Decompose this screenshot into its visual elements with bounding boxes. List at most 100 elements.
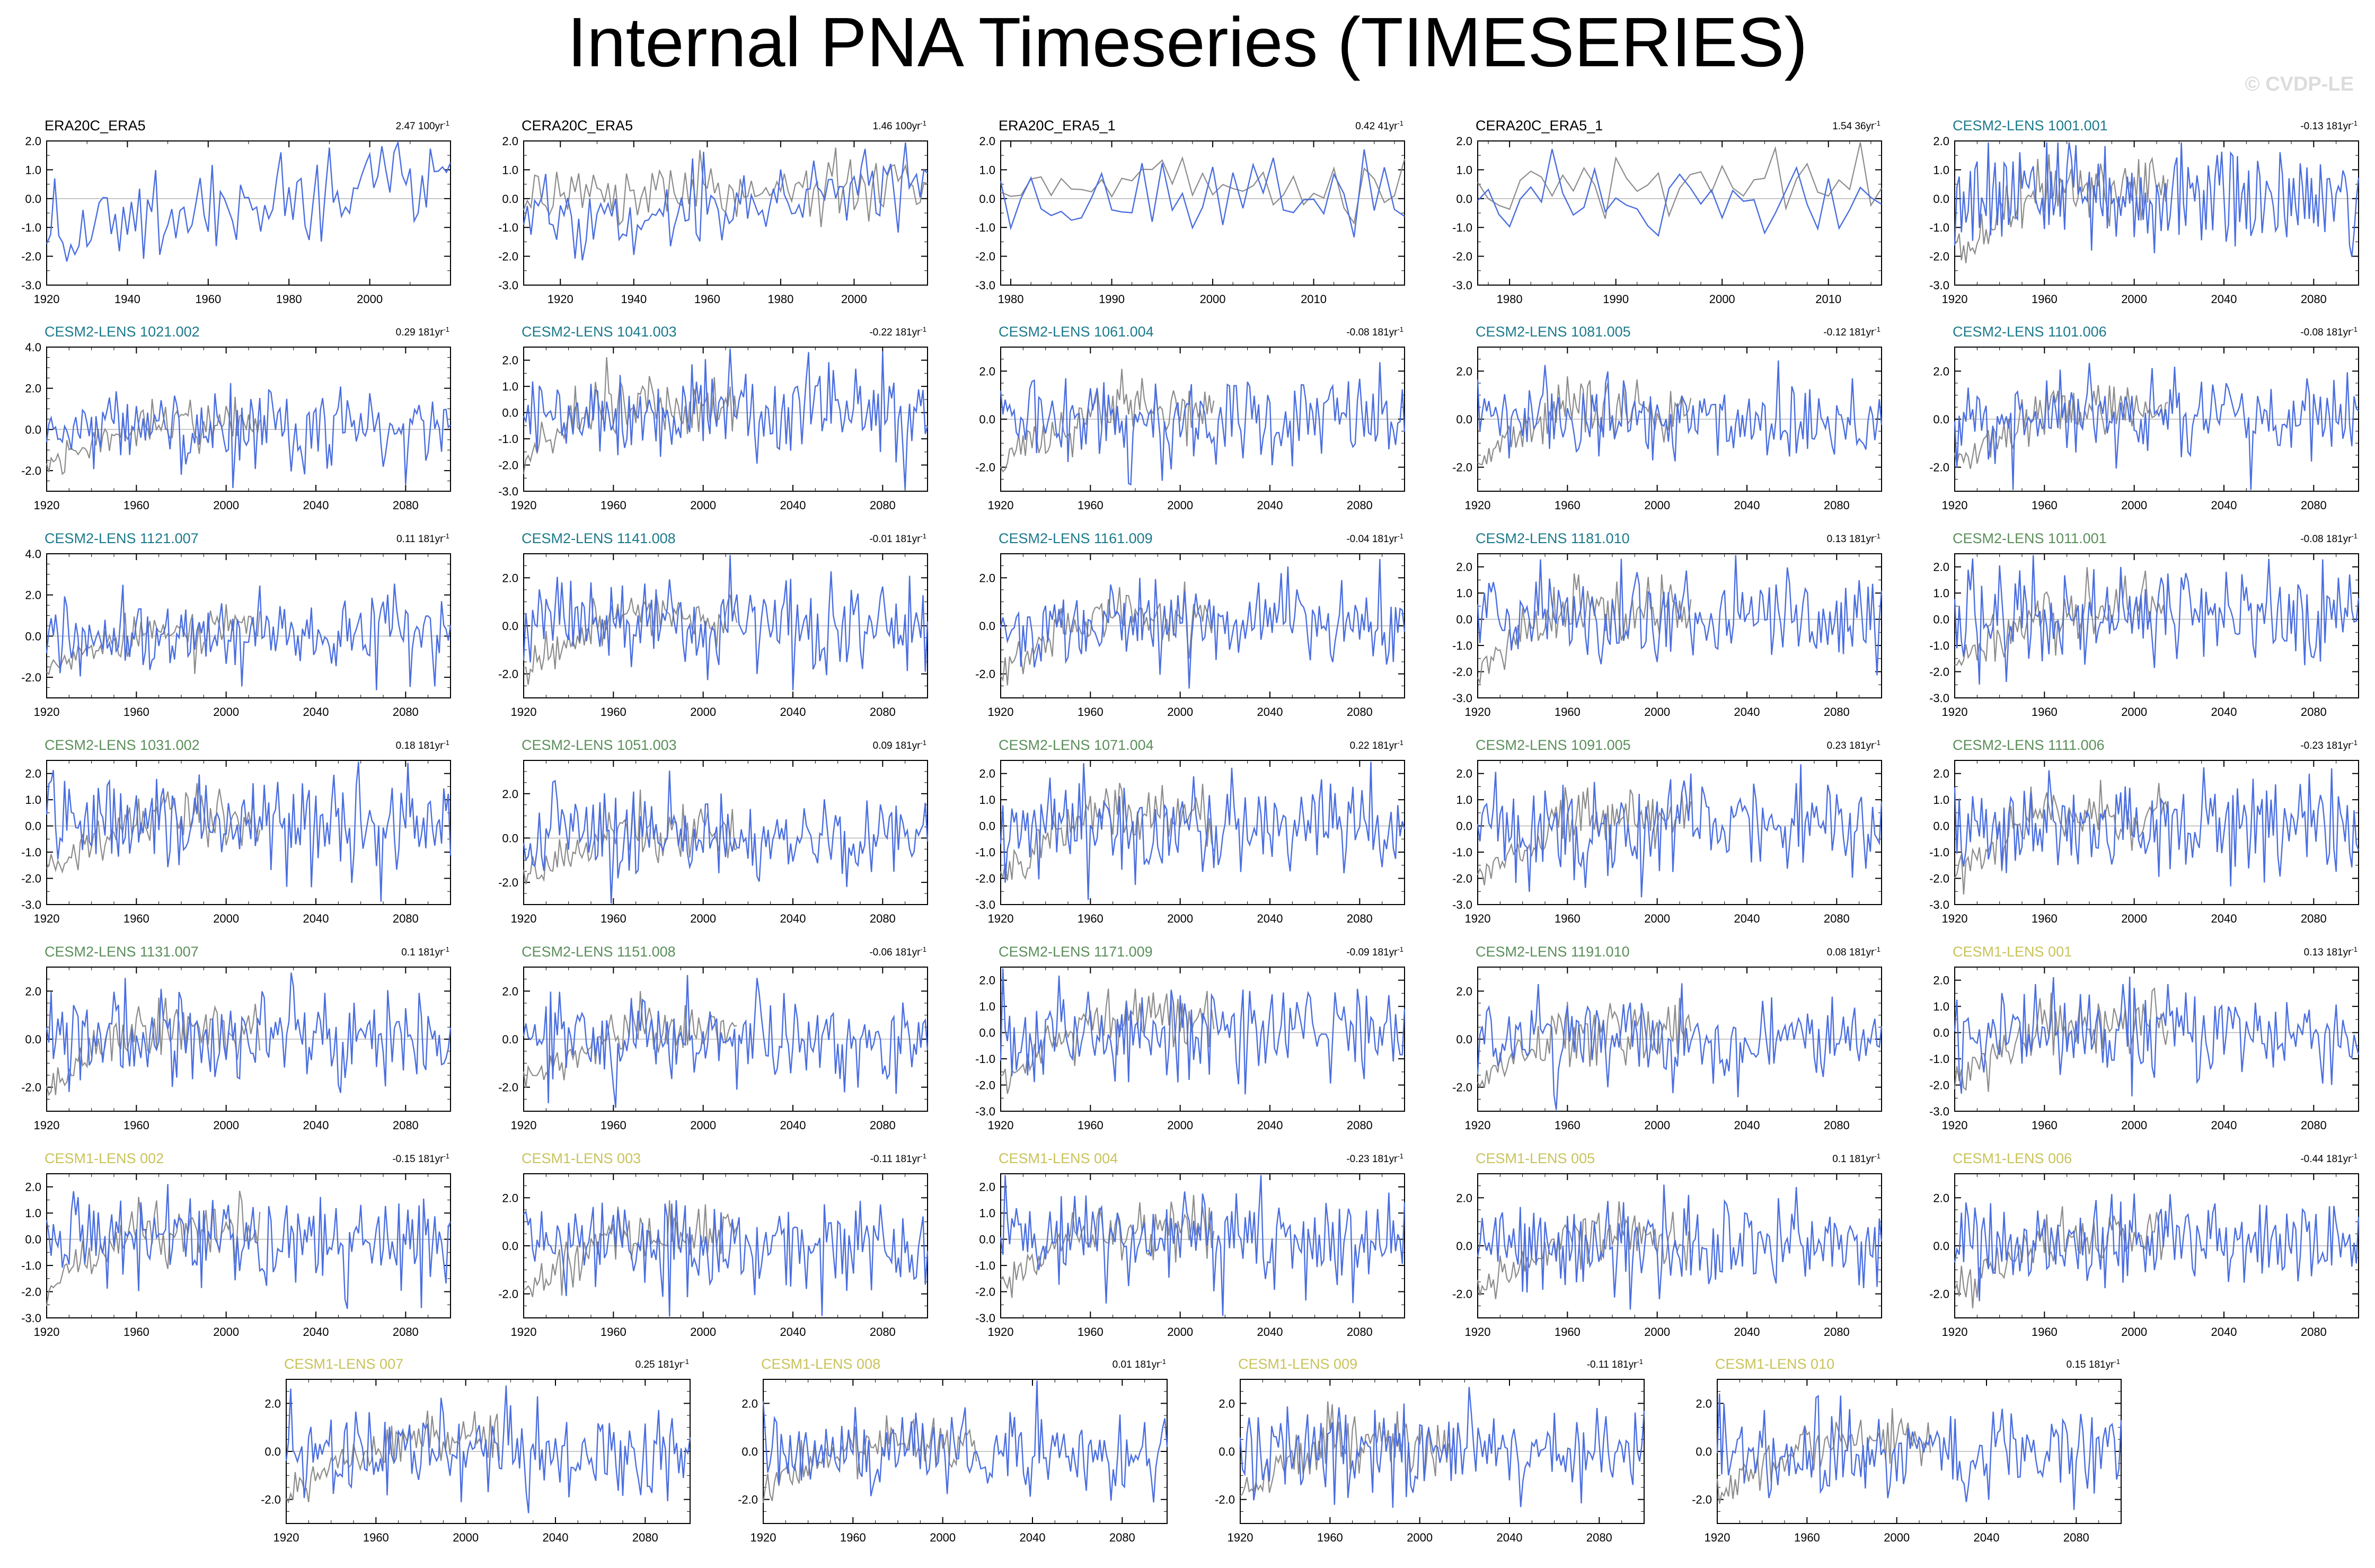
panel-title: CESM2-LENS 1081.005 — [1476, 324, 1631, 340]
x-tick-label: 2000 — [2121, 293, 2147, 306]
panel-title: CESM2-LENS 1091.005 — [1476, 737, 1631, 753]
y-tick-label: 2.0 — [1933, 1191, 1949, 1204]
x-tick-label: 2000 — [1167, 1325, 1193, 1339]
x-tick-label: 1920 — [1942, 499, 1968, 512]
timeseries-panel: ERA20C_ERA5_1 0.42 41yr-1 2.0 1.0 0.0 -1.0 -2.… — [975, 118, 1406, 306]
trend-exponent: -1 — [2351, 945, 2358, 953]
x-tick-label: 2040 — [1734, 499, 1760, 512]
panel-trend: 0.18 181yr-1 — [396, 739, 449, 752]
timeseries-panel: CESM2-LENS 1041.003 -0.22 181yr-1 2.0 1.0 0.… — [498, 324, 929, 512]
panel-trend: -0.13 181yr-1 — [2300, 119, 2358, 132]
y-tick-label: 0.0 — [1933, 613, 1949, 626]
x-tick-label: 1920 — [511, 912, 537, 925]
x-tick-label: 1960 — [1555, 705, 1581, 719]
y-tick-label: 2.0 — [1933, 561, 1949, 574]
x-tick-label: 2080 — [1824, 705, 1850, 719]
x-tick-label: 1960 — [601, 912, 626, 925]
timeseries-panel: CESM2-LENS 1121.007 0.11 181yr-1 4.0 2.0 0.0… — [21, 530, 452, 719]
panel-title: CESM2-LENS 1121.007 — [45, 530, 199, 546]
x-tick-label: 1920 — [273, 1531, 299, 1544]
y-tick-label: 0.0 — [1456, 1239, 1472, 1253]
x-tick-label: 2040 — [2211, 499, 2237, 512]
panel-title: ERA20C_ERA5 — [45, 118, 146, 134]
y-tick-label: 0.0 — [502, 619, 518, 633]
x-tick-label: 2040 — [303, 705, 329, 719]
x-tick-label: 1920 — [1228, 1531, 1253, 1544]
y-tick-label: -2.0 — [1929, 461, 1949, 474]
x-tick-label: 2000 — [2121, 1325, 2147, 1339]
x-tick-label: 2080 — [393, 705, 419, 719]
x-tick-label: 1920 — [988, 705, 1014, 719]
x-tick-label: 1990 — [1099, 293, 1125, 306]
x-tick-label: 1960 — [1794, 1531, 1820, 1544]
x-tick-label: 1980 — [1497, 293, 1523, 306]
x-tick-label: 2000 — [1644, 499, 1670, 512]
x-tick-label: 1960 — [601, 1119, 626, 1132]
y-tick-label: -2.0 — [975, 250, 995, 263]
trend-exponent: -1 — [1874, 945, 1880, 953]
y-tick-label: 2.0 — [502, 787, 518, 801]
y-tick-label: -2.0 — [1929, 1079, 1949, 1092]
y-tick-label: 0.0 — [979, 192, 995, 206]
y-tick-label: -1.0 — [975, 1259, 995, 1272]
panel-title: CESM1-LENS 006 — [1953, 1150, 2072, 1166]
x-tick-label: 2040 — [1734, 705, 1760, 719]
y-tick-label: 0.0 — [1933, 1026, 1949, 1040]
y-tick-label: -2.0 — [1929, 250, 1949, 263]
y-tick-label: 2.0 — [1933, 974, 1949, 987]
x-tick-label: 2080 — [393, 912, 419, 925]
x-tick-label: 1920 — [988, 499, 1014, 512]
y-tick-label: -2.0 — [21, 464, 41, 477]
x-tick-label: 2080 — [393, 1119, 419, 1132]
x-tick-label: 1920 — [988, 1325, 1014, 1339]
model-series-line — [523, 770, 929, 903]
x-tick-label: 2000 — [1200, 293, 1226, 306]
y-tick-label: -3.0 — [1929, 1105, 1949, 1118]
y-tick-label: 0.0 — [1933, 192, 1949, 206]
panel-title: CESM1-LENS 003 — [522, 1150, 641, 1166]
model-series-line — [523, 142, 928, 261]
panel-frame — [1477, 553, 1882, 698]
x-tick-label: 2080 — [2301, 1119, 2327, 1132]
y-tick-label: 1.0 — [1933, 163, 1949, 176]
x-tick-label: 2000 — [690, 705, 716, 719]
timeseries-panel: CESM1-LENS 001 0.13 181yr-1 2.0 1.0 0.0 -1.0 -… — [1929, 944, 2360, 1132]
x-tick-label: 2040 — [780, 1325, 806, 1339]
panel-trend: 0.01 181yr-1 — [1113, 1358, 1166, 1371]
trend-exponent: -1 — [1397, 739, 1403, 747]
panel-trend: 0.11 181yr-1 — [396, 532, 449, 545]
model-series-line — [1000, 968, 1406, 1095]
x-tick-label: 1960 — [123, 1325, 149, 1339]
y-tick-label: 2.0 — [1456, 365, 1472, 378]
y-tick-label: 1.0 — [1456, 163, 1472, 176]
timeseries-panel: CESM1-LENS 003 -0.11 181yr-1 2.0 0.0 -2.0 192… — [498, 1150, 929, 1339]
y-tick-label: 2.0 — [1456, 985, 1472, 998]
y-tick-label: 2.0 — [25, 985, 41, 998]
model-series-line — [1477, 360, 1883, 462]
y-tick-label: -1.0 — [21, 221, 41, 234]
trend-exponent: -1 — [1874, 325, 1880, 333]
model-series-line — [46, 583, 452, 690]
trend-exponent: -1 — [2351, 532, 2358, 540]
x-tick-label: 1920 — [34, 705, 60, 719]
timeseries-panel: CESM2-LENS 1151.008 -0.06 181yr-1 2.0 0.0 -2… — [498, 944, 929, 1132]
panel-trend: -0.04 181yr-1 — [1346, 532, 1403, 545]
y-tick-label: 0.0 — [1456, 1033, 1472, 1046]
y-tick-label: 1.0 — [25, 163, 41, 176]
model-series-line — [1477, 1184, 1883, 1310]
panel-title: CESM1-LENS 009 — [1238, 1356, 1357, 1372]
x-tick-label: 1960 — [840, 1531, 866, 1544]
x-tick-label: 1920 — [1465, 1325, 1491, 1339]
x-tick-label: 2000 — [1644, 1325, 1670, 1339]
trend-exponent: -1 — [1397, 945, 1403, 953]
timeseries-panel: CESM1-LENS 009 -0.11 181yr-1 2.0 0.0 -2.0 192… — [1215, 1356, 1645, 1544]
panel-title: CESM2-LENS 1021.002 — [45, 324, 200, 340]
panel-trend: 0.1 181yr-1 — [401, 945, 449, 959]
y-tick-label: 0.0 — [502, 406, 518, 420]
y-tick-label: -2.0 — [498, 876, 518, 889]
trend-exponent: -1 — [443, 532, 449, 540]
x-tick-label: 2000 — [1407, 1531, 1433, 1544]
y-tick-label: -2.0 — [975, 1286, 995, 1299]
x-tick-label: 1920 — [988, 912, 1014, 925]
panel-trend: -0.06 181yr-1 — [869, 945, 926, 959]
